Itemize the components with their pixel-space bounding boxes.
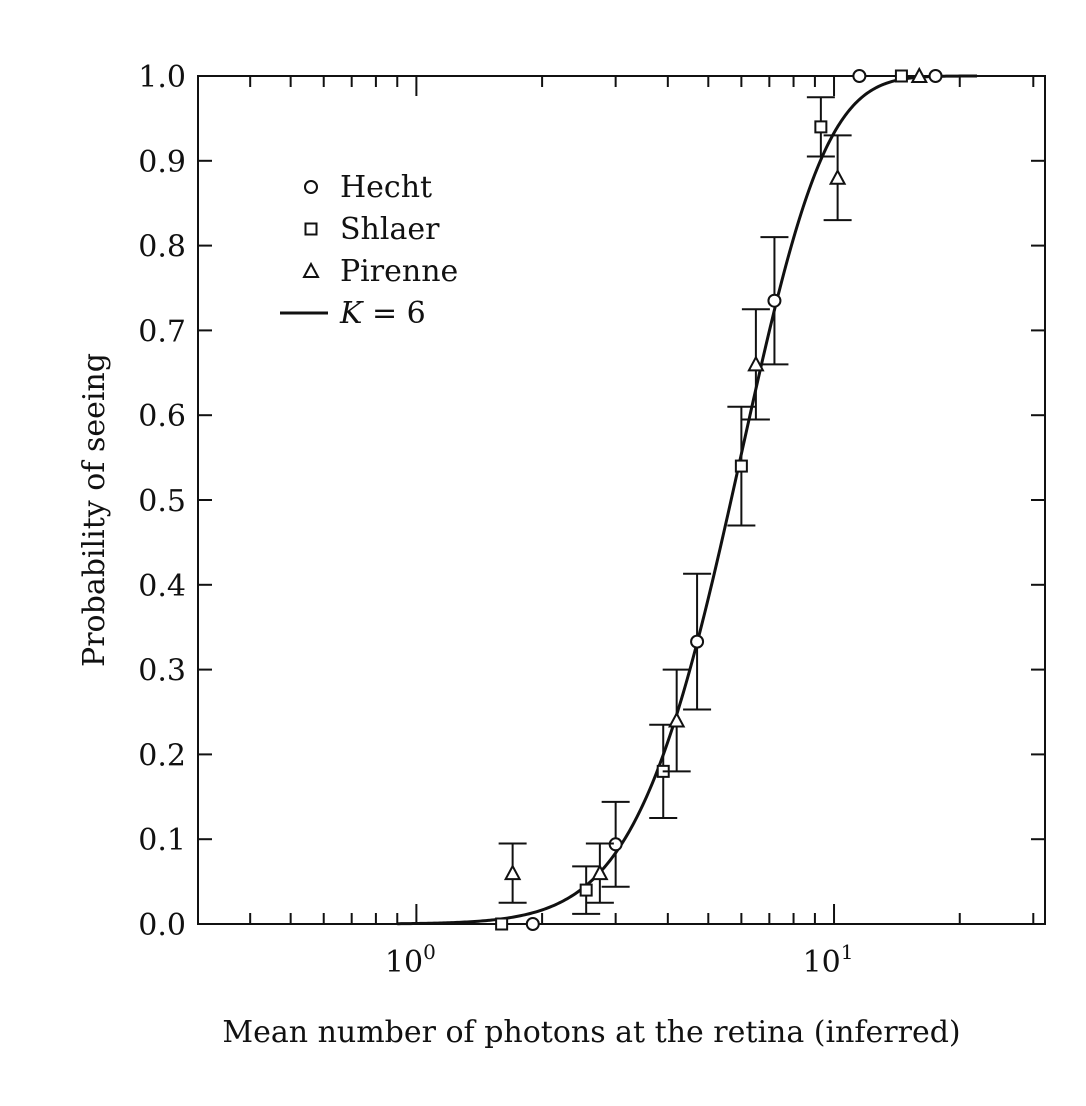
legend-label: K = 6 <box>339 296 426 331</box>
point-pirenne-triangle <box>910 66 928 83</box>
y-tick-label: 0.4 <box>138 569 186 604</box>
legend-label: Hecht <box>340 170 432 205</box>
y-tick-label: 0.5 <box>138 484 186 519</box>
legend-circle-icon <box>304 180 318 194</box>
y-tick-label: 1.0 <box>138 60 186 95</box>
legend-label-k: K <box>339 296 364 331</box>
y-tick-label: 0.9 <box>138 145 186 180</box>
y-tick-label: 0.8 <box>138 230 186 265</box>
point-pirenne-triangle <box>668 711 686 728</box>
fit-curve-k6 <box>397 74 978 926</box>
legend-square-icon <box>304 222 318 236</box>
point-shlaer-square <box>894 69 908 83</box>
x-axis-label: Mean number of photons at the retina (in… <box>222 1015 960 1050</box>
y-tick-label: 0.1 <box>138 823 186 858</box>
plot-frame <box>197 75 1046 925</box>
point-hecht-circle <box>928 69 943 83</box>
x-tick-label: 100 <box>385 940 436 980</box>
y-tick-label: 0.2 <box>138 738 186 773</box>
x-tick-label: 101 <box>803 940 854 980</box>
legend-label-value: = 6 <box>362 296 425 331</box>
point-hecht-circle <box>767 293 782 308</box>
point-hecht-circle <box>525 917 540 931</box>
point-pirenne-triangle <box>591 864 609 881</box>
point-shlaer-square <box>579 883 593 897</box>
point-shlaer-square <box>814 120 828 134</box>
x-tick-base: 10 <box>803 945 841 980</box>
point-hecht-circle <box>690 634 705 649</box>
y-tick-label: 0.3 <box>138 654 186 689</box>
legend: Hecht Shlaer Pirenne K = 6 <box>280 170 458 331</box>
legend-label: Shlaer <box>340 212 440 247</box>
y-tick-label: 0.0 <box>138 908 186 943</box>
point-pirenne-triangle <box>747 355 765 372</box>
x-tick-base: 10 <box>385 945 423 980</box>
legend-triangle-icon <box>302 261 320 278</box>
y-tick-label: 0.6 <box>138 399 186 434</box>
point-hecht-circle <box>852 69 867 83</box>
point-pirenne-triangle <box>503 864 522 881</box>
point-shlaer-square <box>734 459 748 473</box>
point-shlaer-square <box>495 917 509 931</box>
legend-label: Pirenne <box>340 254 458 289</box>
x-tick-exponent: 1 <box>841 940 854 964</box>
point-pirenne-triangle <box>828 168 847 185</box>
y-axis-label: Probability of seeing <box>77 353 112 667</box>
y-tick-label: 0.7 <box>138 314 186 349</box>
x-tick-exponent: 0 <box>423 940 436 964</box>
